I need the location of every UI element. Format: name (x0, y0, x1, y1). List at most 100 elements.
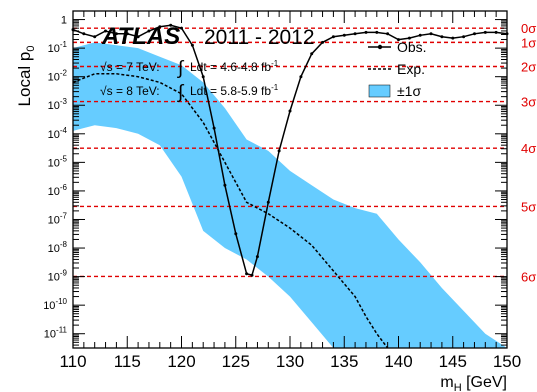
y-tick-label: 10-1 (48, 40, 68, 55)
y-tick-label: 10-3 (48, 97, 68, 112)
legend-label-expected: Exp. (397, 61, 425, 77)
observed-point (397, 38, 400, 42)
x-tick-label: 115 (114, 352, 141, 371)
lumi-text: Ldt = 5.8-5.9 fb (190, 84, 271, 98)
significance-lines-layer (73, 27, 507, 278)
observed-point (93, 35, 97, 39)
legend-band-swatch (368, 84, 391, 98)
svg-text:√s = 8 TeV:: √s = 8 TeV: (100, 84, 160, 98)
observed-point (136, 35, 140, 39)
experiment-label: ATLAS (101, 23, 180, 50)
uncertainty-band-layer (73, 42, 507, 349)
legend-entry-expected: Exp. (368, 61, 425, 77)
lumi-exponent: -1 (271, 83, 279, 92)
lumi-line-7tev: √s = 7 TeV: ∫ Ldt = 4.6-4.8 fb-1 (100, 58, 279, 79)
observed-point (250, 273, 254, 277)
observed-point (245, 272, 249, 276)
observed-point (451, 36, 455, 40)
svg-text:Ldt = 4.6-4.8 fb-1: Ldt = 4.6-4.8 fb-1 (190, 59, 279, 74)
y-tick-label: 10-4 (48, 126, 68, 141)
x-axis-title: mH [GeV] (440, 374, 507, 392)
observed-point (386, 32, 390, 36)
x-tick-label: 140 (384, 352, 412, 371)
sqrt-s-symbol: √s (100, 84, 113, 98)
sigma-label: 4σ (521, 141, 536, 156)
observed-point (407, 36, 411, 40)
y-tick-label: 10-5 (48, 154, 68, 169)
observed-point (234, 232, 238, 236)
observed-point (223, 183, 227, 187)
y-tick-label: 10-9 (48, 269, 68, 284)
svg-text:√s = 7 TeV:: √s = 7 TeV: (100, 60, 160, 74)
legend-label-band: ±1σ (397, 83, 421, 99)
x-tick-label: 125 (222, 352, 250, 371)
observed-point (429, 32, 433, 36)
sigma-label: 6σ (521, 269, 536, 284)
observed-point (190, 43, 194, 47)
energy-text: = 7 TeV: (116, 60, 160, 74)
observed-point (342, 33, 346, 37)
observed-point (353, 32, 357, 36)
integral-symbol: ∫ (177, 82, 185, 103)
legend-entry-observed: Obs. (368, 39, 427, 55)
observed-curve-layer (71, 23, 509, 277)
x-tick-label: 135 (330, 352, 358, 371)
y-ticks-layer: 1 10-1 10-2 10-3 10-4 10-5 10-6 10-7 10-8 10-9 10-… (43, 15, 507, 346)
legend: Obs. Exp. ±1σ (368, 39, 427, 99)
x-ticks-layer: 110 115 120 125 130 135 140 145 150 (59, 11, 521, 371)
lumi-line-8tev: √s = 8 TeV: ∫ Ldt = 5.8-5.9 fb-1 (100, 82, 279, 103)
legend-marker-icon (377, 44, 383, 50)
observed-point (375, 30, 379, 34)
sigma-label: 2σ (521, 59, 536, 74)
observed-point (114, 32, 118, 36)
lumi-exponent: -1 (271, 59, 279, 68)
y-tick-label: 10-11 (44, 326, 68, 341)
observed-point (299, 75, 303, 79)
observed-point (104, 29, 107, 33)
y-tick-label: 10-7 (48, 211, 68, 226)
expected-curve (72, 73, 389, 349)
observed-point (473, 32, 476, 36)
y-axis-title: Local p0 (15, 46, 37, 107)
x-tick-label: 145 (439, 352, 467, 371)
observed-point (212, 126, 216, 130)
sigma-label: 5σ (521, 199, 536, 214)
sigma-label: 1σ (521, 35, 536, 50)
observed-point (169, 23, 173, 27)
observed-point (277, 149, 281, 153)
observed-point (364, 30, 368, 34)
expected-curve-layer (72, 73, 389, 349)
x-tick-label: 110 (59, 352, 86, 371)
period-label: 2011 - 2012 (204, 26, 315, 49)
observed-point (82, 32, 86, 36)
observed-point (158, 25, 162, 29)
sqrt-s-symbol: √s (100, 60, 113, 74)
legend-label-observed: Obs. (397, 39, 427, 55)
observed-point (331, 35, 335, 39)
observed-point (125, 32, 129, 36)
observed-point (462, 35, 466, 39)
integral-symbol: ∫ (177, 58, 185, 79)
observed-point (418, 33, 422, 37)
legend-entry-band: ±1σ (368, 83, 421, 99)
y-tick-label: 10-8 (48, 240, 68, 255)
energy-text: = 8 TeV: (116, 84, 160, 98)
lumi-text: Ldt = 4.6-4.8 fb (190, 60, 271, 74)
x-tick-label: 150 (493, 352, 521, 371)
y-tick-label: 10-10 (43, 297, 67, 312)
observed-point (440, 35, 444, 39)
y-tick-label: 10-2 (48, 69, 68, 84)
sigma-label: 0σ (521, 21, 536, 36)
observed-point (310, 52, 314, 56)
observed-point (266, 200, 270, 204)
y-tick-label: 1 (61, 15, 67, 27)
band-area (73, 42, 507, 349)
observed-curve (72, 24, 508, 277)
svg-text:Ldt = 5.8-5.9 fb-1: Ldt = 5.8-5.9 fb-1 (190, 83, 279, 98)
observed-point (180, 26, 183, 30)
observed-point (147, 29, 151, 33)
observed-point (321, 40, 324, 44)
observed-point (255, 255, 259, 259)
observed-point (483, 30, 487, 34)
